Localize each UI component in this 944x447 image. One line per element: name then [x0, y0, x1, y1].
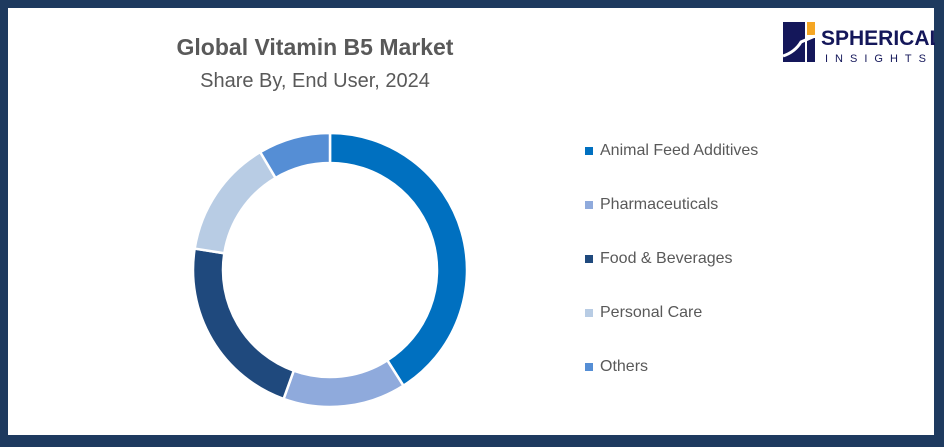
legend-label: Others: [600, 358, 649, 375]
legend-swatch: [585, 201, 593, 209]
legend-label: Food & Beverages: [600, 250, 733, 267]
spherical-insights-logo: SPHERICAL INSIGHTS: [775, 12, 943, 72]
donut-slice-animal-feed-additives: [328, 131, 469, 388]
chart-title: Global Vitamin B5 Market: [176, 34, 454, 60]
donut-slice-others: [258, 131, 332, 180]
logo-text-1: SPHERICAL: [821, 27, 935, 50]
donut-slice-pharmaceuticals: [281, 358, 406, 409]
legend-item: Food & Beverages: [585, 232, 758, 286]
chart-panel: [8, 8, 934, 435]
legend-item: Others: [585, 340, 758, 394]
legend-item: Animal Feed Additives: [585, 124, 758, 178]
legend-swatch: [585, 255, 593, 263]
legend-swatch: [585, 309, 593, 317]
legend-item: Personal Care: [585, 286, 758, 340]
chart-subtitle: Share By, End User, 2024: [200, 70, 430, 92]
legend: Animal Feed Additives Pharmaceuticals Food…: [585, 124, 758, 394]
legend-label: Personal Care: [600, 304, 703, 321]
legend-label: Pharmaceuticals: [600, 196, 719, 213]
logo-text-2: INSIGHTS: [825, 53, 933, 65]
legend-item: Pharmaceuticals: [585, 178, 758, 232]
logo-mark-icon: SPHERICAL INSIGHTS: [782, 22, 943, 65]
donut-slice-food-beverages: [191, 247, 296, 401]
legend-swatch: [585, 363, 593, 371]
legend-swatch: [585, 147, 593, 155]
donut-slice-personal-care: [193, 150, 278, 255]
legend-label: Animal Feed Additives: [600, 142, 759, 159]
